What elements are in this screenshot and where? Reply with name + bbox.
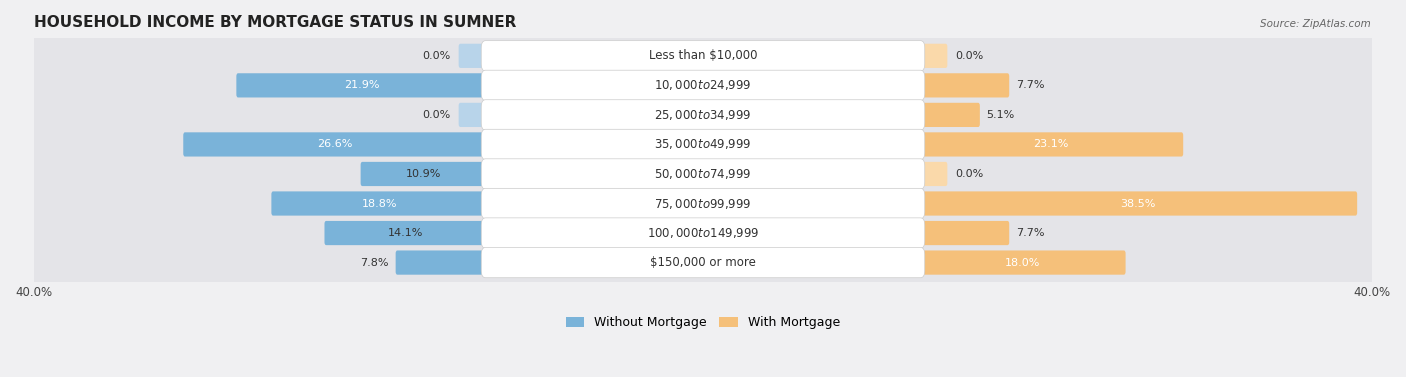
FancyBboxPatch shape [481,70,925,101]
FancyBboxPatch shape [360,162,486,186]
Text: $100,000 to $149,999: $100,000 to $149,999 [647,226,759,240]
FancyBboxPatch shape [325,221,486,245]
FancyBboxPatch shape [236,73,486,98]
Text: HOUSEHOLD INCOME BY MORTGAGE STATUS IN SUMNER: HOUSEHOLD INCOME BY MORTGAGE STATUS IN S… [34,15,516,30]
Legend: Without Mortgage, With Mortgage: Without Mortgage, With Mortgage [565,316,841,329]
Text: 23.1%: 23.1% [1033,139,1069,149]
Text: $50,000 to $74,999: $50,000 to $74,999 [654,167,752,181]
FancyBboxPatch shape [481,100,925,130]
FancyBboxPatch shape [481,247,925,278]
Text: 38.5%: 38.5% [1121,199,1156,208]
Text: 7.7%: 7.7% [1017,80,1045,90]
FancyBboxPatch shape [183,132,486,156]
Text: 18.0%: 18.0% [1004,257,1040,268]
Text: 26.6%: 26.6% [318,139,353,149]
Text: $75,000 to $99,999: $75,000 to $99,999 [654,196,752,210]
Text: $150,000 or more: $150,000 or more [650,256,756,269]
Text: 21.9%: 21.9% [344,80,380,90]
Text: 7.7%: 7.7% [1017,228,1045,238]
FancyBboxPatch shape [481,188,925,219]
Text: 0.0%: 0.0% [956,169,984,179]
Text: Less than $10,000: Less than $10,000 [648,49,758,62]
FancyBboxPatch shape [920,192,1357,216]
Text: 0.0%: 0.0% [956,51,984,61]
FancyBboxPatch shape [920,221,1010,245]
FancyBboxPatch shape [28,152,1378,196]
FancyBboxPatch shape [920,162,948,186]
Text: $25,000 to $34,999: $25,000 to $34,999 [654,108,752,122]
FancyBboxPatch shape [481,218,925,248]
FancyBboxPatch shape [28,211,1378,254]
FancyBboxPatch shape [458,44,486,68]
FancyBboxPatch shape [920,250,1126,275]
FancyBboxPatch shape [395,250,486,275]
FancyBboxPatch shape [28,241,1378,284]
FancyBboxPatch shape [920,44,948,68]
FancyBboxPatch shape [271,192,486,216]
FancyBboxPatch shape [458,103,486,127]
FancyBboxPatch shape [920,132,1184,156]
Text: 0.0%: 0.0% [422,51,450,61]
Text: 14.1%: 14.1% [388,228,423,238]
FancyBboxPatch shape [920,73,1010,98]
FancyBboxPatch shape [481,129,925,159]
Text: 18.8%: 18.8% [361,199,396,208]
Text: $35,000 to $49,999: $35,000 to $49,999 [654,138,752,152]
FancyBboxPatch shape [28,182,1378,225]
Text: Source: ZipAtlas.com: Source: ZipAtlas.com [1260,19,1371,29]
Text: 5.1%: 5.1% [987,110,1015,120]
FancyBboxPatch shape [28,34,1378,77]
FancyBboxPatch shape [28,93,1378,136]
FancyBboxPatch shape [481,41,925,71]
FancyBboxPatch shape [28,64,1378,107]
Text: 0.0%: 0.0% [422,110,450,120]
FancyBboxPatch shape [28,123,1378,166]
FancyBboxPatch shape [481,159,925,189]
Text: $10,000 to $24,999: $10,000 to $24,999 [654,78,752,92]
Text: 7.8%: 7.8% [360,257,389,268]
FancyBboxPatch shape [920,103,980,127]
Text: 10.9%: 10.9% [406,169,441,179]
